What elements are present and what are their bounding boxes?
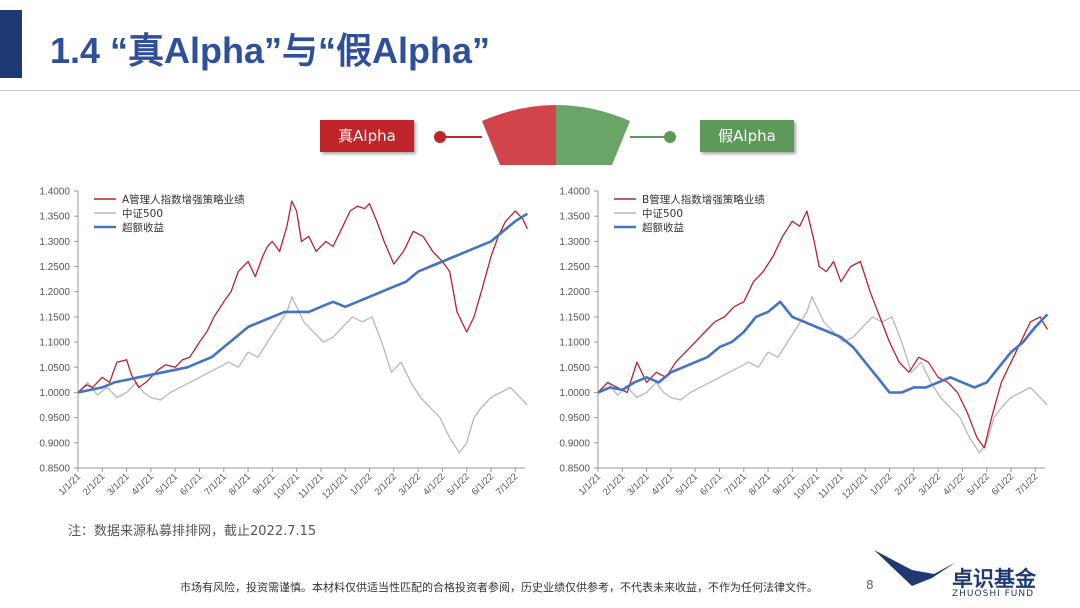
x-tick-label: 2/1/22 [372, 471, 398, 497]
true-alpha-tag: 真Alpha [320, 120, 414, 152]
bird-logo-icon [874, 550, 956, 586]
legend-label: 超额收益 [122, 221, 164, 234]
x-tick-label: 2/1/21 [601, 471, 627, 497]
chart-a: 0.8500 0.9000 0.9500 1.0000 1.0500 1.1000 1.15… [39, 187, 529, 502]
y-tick-label: 1.0500 [39, 363, 70, 374]
page-title: 1.4 “真Alpha”与“假Alpha” [50, 30, 491, 71]
x-tick-label: 3/1/21 [105, 471, 131, 497]
x-tick-label: 2/1/22 [892, 471, 918, 497]
y-tick-label: 1.1000 [39, 338, 70, 349]
gauge-dot-right [664, 131, 676, 143]
series-line-0 [77, 200, 528, 393]
y-tick-label: 1.0500 [559, 363, 590, 374]
y-tick-label: 1.0000 [559, 388, 590, 399]
gauge-diagram [434, 105, 676, 165]
x-tick-label: 5/1/21 [674, 471, 700, 497]
y-tick-label: 1.2500 [559, 262, 590, 273]
x-tick-label: 6/1/21 [698, 471, 724, 497]
x-tick-label: 6/1/22 [990, 471, 1016, 497]
risk-disclaimer: 市场有风险，投资需谨慎。本材料仅供适当性匹配的合格投资者参阅，历史业绩仅供参考，… [180, 581, 818, 594]
x-tick-label: 7/1/21 [202, 471, 228, 497]
data-source-note: 注：数据来源私募排排网，截止2022.7.15 [68, 524, 317, 539]
y-tick-label: 1.4000 [39, 187, 70, 198]
x-tick-label: 1/1/21 [57, 471, 83, 497]
gauge-red-half [482, 105, 556, 165]
x-tick-label: 12/1/21 [840, 471, 870, 501]
y-tick-label: 1.3000 [559, 237, 590, 248]
y-tick-label: 1.2000 [559, 287, 590, 298]
x-tick-label: 8/1/21 [747, 471, 773, 497]
y-tick-label: 1.4000 [559, 187, 590, 198]
x-tick-label: 6/1/21 [178, 471, 204, 497]
series-line-0 [597, 210, 1048, 449]
y-tick-label: 0.9000 [39, 438, 70, 449]
x-tick-label: 5/1/21 [154, 471, 180, 497]
series-line-1 [77, 296, 528, 454]
y-tick-label: 1.1500 [559, 312, 590, 323]
y-tick-label: 0.8500 [39, 464, 70, 475]
x-tick-label: 3/1/21 [625, 471, 651, 497]
x-tick-label: 7/1/22 [1014, 471, 1040, 497]
title-accent-bar [0, 10, 22, 78]
x-tick-label: 12/1/21 [320, 471, 350, 501]
x-tick-label: 4/1/21 [130, 471, 156, 497]
series-line-2 [597, 300, 1049, 394]
legend-label: 超额收益 [642, 221, 684, 234]
y-tick-label: 1.1500 [39, 312, 70, 323]
page-number: 8 [866, 578, 874, 592]
x-tick-label: 5/1/22 [965, 471, 991, 497]
x-tick-label: 2/1/21 [81, 471, 107, 497]
gauge-dot-left [434, 131, 446, 143]
chart-b: 0.8500 0.9000 0.9500 1.0000 1.0500 1.1000 1.15… [559, 187, 1049, 502]
legend-label: B管理人指数增强策略业绩 [642, 193, 765, 206]
y-tick-label: 1.0000 [39, 388, 70, 399]
x-tick-label: 3/1/22 [397, 471, 423, 497]
x-tick-label: 1/1/22 [348, 471, 374, 497]
y-tick-label: 1.3000 [39, 237, 70, 248]
y-tick-label: 1.1000 [559, 338, 590, 349]
y-tick-label: 0.8500 [559, 464, 590, 475]
x-tick-label: 6/1/22 [470, 471, 496, 497]
x-tick-label: 7/1/21 [722, 471, 748, 497]
x-tick-label: 3/1/22 [917, 471, 943, 497]
legend-label: A管理人指数增强策略业绩 [122, 193, 245, 206]
x-tick-label: 7/1/22 [494, 471, 520, 497]
y-tick-label: 1.2000 [39, 287, 70, 298]
series-line-2 [77, 212, 529, 394]
y-tick-label: 1.3500 [39, 212, 70, 223]
title-divider [0, 90, 1080, 91]
legend-label: 中证500 [122, 207, 163, 220]
gauge-green-half [556, 105, 630, 165]
y-tick-label: 0.9500 [559, 413, 590, 424]
x-tick-label: 5/1/22 [445, 471, 471, 497]
x-tick-label: 4/1/21 [650, 471, 676, 497]
x-tick-label: 4/1/22 [421, 471, 447, 497]
y-tick-label: 1.2500 [39, 262, 70, 273]
x-tick-label: 1/1/22 [868, 471, 894, 497]
x-tick-label: 8/1/21 [227, 471, 253, 497]
x-tick-label: 1/1/21 [577, 471, 603, 497]
x-tick-label: 4/1/22 [941, 471, 967, 497]
series-line-1 [597, 296, 1048, 454]
y-tick-label: 1.3500 [559, 212, 590, 223]
legend-label: 中证500 [642, 207, 683, 220]
logo-name-cn: 卓识基金 [952, 567, 1036, 591]
y-tick-label: 0.9500 [39, 413, 70, 424]
x-tick-label: 10/1/21 [272, 471, 302, 501]
logo-name-en: ZHUOSHI FUND [952, 589, 1035, 599]
false-alpha-tag: 假Alpha [700, 120, 794, 152]
y-tick-label: 0.9000 [559, 438, 590, 449]
x-tick-label: 10/1/21 [792, 471, 822, 501]
